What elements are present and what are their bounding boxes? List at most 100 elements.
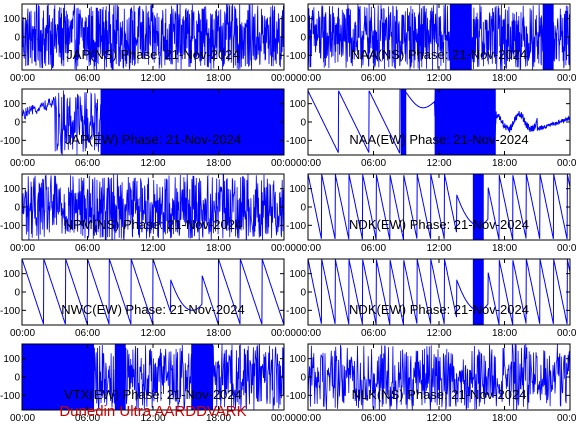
x-tick-label: 12:00 <box>140 243 165 254</box>
y-tick-label: -100 <box>286 221 306 232</box>
y-tick-label: 0 <box>300 288 306 299</box>
panel-title: NDK(EW) Phase: 21-Nov-2024 <box>349 217 529 232</box>
x-tick-label: 06:00 <box>361 413 386 424</box>
phase-trace <box>308 89 570 154</box>
y-tick-label: -100 <box>286 391 306 402</box>
x-tick-label: 00:00 <box>271 413 296 424</box>
chart-panel: 100 0 -100 00:00 06:00 12:00 18:00 00:00 NAA(NS)… <box>286 3 576 84</box>
x-tick-label: 06:00 <box>75 413 100 424</box>
y-tick-label: 100 <box>3 184 20 195</box>
phase-trace <box>308 344 570 410</box>
x-tick-label: 06:00 <box>75 243 100 254</box>
y-tick-label: -100 <box>0 391 20 402</box>
phase-trace <box>308 174 570 240</box>
y-tick-label: -100 <box>0 221 20 232</box>
phase-trace-group <box>308 259 570 325</box>
y-tick-label: 0 <box>300 118 306 129</box>
x-tick-label: 06:00 <box>75 73 100 84</box>
x-tick-label: 00:00 <box>557 158 576 169</box>
y-tick-label: 0 <box>300 33 306 44</box>
x-tick-label: 12:00 <box>140 328 165 339</box>
x-tick-label: 06:00 <box>361 243 386 254</box>
y-tick-label: 0 <box>14 118 20 129</box>
x-tick-label: 00:00 <box>296 73 321 84</box>
x-tick-label: 00:00 <box>271 158 296 169</box>
y-tick-label: -100 <box>286 136 306 147</box>
x-tick-label: 00:00 <box>10 413 35 424</box>
y-tick-label: 0 <box>14 203 20 214</box>
x-tick-label: 12:00 <box>140 158 165 169</box>
chart-panel: 100 0 -100 00:00 06:00 12:00 18:00 00:00 NLK(NS)… <box>286 343 576 424</box>
phase-trace <box>22 4 284 70</box>
x-tick-label: 18:00 <box>492 158 517 169</box>
chart-panel: 100 0 -100 00:00 06:00 12:00 18:00 00:00 NPM(NS)… <box>0 173 296 254</box>
saturated-band <box>472 174 484 240</box>
y-tick-label: -100 <box>0 136 20 147</box>
x-tick-label: 00:00 <box>557 413 576 424</box>
chart-panel: 100 0 -100 00:00 06:00 12:00 18:00 00:00 NAA(EW)… <box>286 88 576 169</box>
chart-panel: 100 0 -100 00:00 06:00 12:00 18:00 00:00 VTX(EW)… <box>0 343 296 424</box>
x-tick-label: 12:00 <box>426 243 451 254</box>
x-tick-label: 00:00 <box>557 328 576 339</box>
chart-panel: 100 0 -100 00:00 06:00 12:00 18:00 00:00 NWC(EW)… <box>0 258 296 339</box>
x-tick-label: 00:00 <box>10 328 35 339</box>
x-tick-label: 18:00 <box>206 328 231 339</box>
x-tick-label: 06:00 <box>361 328 386 339</box>
phase-trace <box>308 259 570 325</box>
phase-trace <box>308 4 570 70</box>
x-tick-label: 06:00 <box>361 158 386 169</box>
x-tick-label: 12:00 <box>426 413 451 424</box>
phase-trace-group <box>308 344 570 410</box>
x-tick-label: 00:00 <box>557 243 576 254</box>
phase-trace-group <box>22 89 284 155</box>
chart-panel: 100 0 -100 00:00 06:00 12:00 18:00 00:00 JAP(NS)… <box>0 3 296 84</box>
x-tick-label: 00:00 <box>296 158 321 169</box>
panel-title: JAP(NS) Phase: 21-Nov-2024 <box>66 47 239 62</box>
x-tick-label: 12:00 <box>426 73 451 84</box>
panel-title: NAA(EW) Phase: 21-Nov-2024 <box>349 132 528 147</box>
y-tick-label: 0 <box>300 373 306 384</box>
x-tick-label: 18:00 <box>492 328 517 339</box>
y-tick-label: 100 <box>289 14 306 25</box>
y-tick-label: -100 <box>0 51 20 62</box>
x-tick-label: 00:00 <box>10 243 35 254</box>
x-tick-label: 00:00 <box>296 328 321 339</box>
y-tick-label: 0 <box>14 373 20 384</box>
panel-title: NWC(EW) Phase: 21-Nov-2024 <box>61 302 245 317</box>
x-tick-label: 18:00 <box>206 73 231 84</box>
y-tick-label: 100 <box>3 269 20 280</box>
y-tick-label: 100 <box>289 99 306 110</box>
x-tick-label: 00:00 <box>557 73 576 84</box>
footer-credit: Dunedin Ultra AARDDVARK <box>59 403 247 420</box>
panel-title: VTX(EW) Phase: 21-Nov-2024 <box>64 387 242 402</box>
panel-title: NLK(NS) Phase: 21-Nov-2024 <box>352 387 527 402</box>
phase-trace <box>22 344 284 410</box>
y-tick-label: 100 <box>289 269 306 280</box>
x-tick-label: 00:00 <box>271 73 296 84</box>
x-tick-label: 12:00 <box>426 328 451 339</box>
chart-panel: 100 0 -100 00:00 06:00 12:00 18:00 00:00 NDK(EW)… <box>286 173 576 254</box>
y-tick-label: -100 <box>0 306 20 317</box>
panel-title: JAP(EW) Phase: 21-Nov-2024 <box>65 132 241 147</box>
phase-trace-group <box>308 174 570 240</box>
x-tick-label: 12:00 <box>140 413 165 424</box>
x-tick-label: 18:00 <box>492 243 517 254</box>
saturated-band <box>400 89 407 155</box>
x-tick-label: 00:00 <box>10 158 35 169</box>
phase-trace-group <box>22 344 284 410</box>
chart-panel: 100 0 -100 00:00 06:00 12:00 18:00 00:00 NDK(EW)… <box>286 258 576 339</box>
y-tick-label: 100 <box>3 14 20 25</box>
phase-trace-group <box>22 174 284 240</box>
y-tick-label: 100 <box>3 99 20 110</box>
phase-trace <box>22 174 284 240</box>
phase-trace <box>22 89 284 155</box>
x-tick-label: 18:00 <box>206 413 231 424</box>
y-tick-label: 100 <box>3 354 20 365</box>
x-tick-label: 18:00 <box>206 158 231 169</box>
x-tick-label: 12:00 <box>140 73 165 84</box>
x-tick-label: 06:00 <box>361 73 386 84</box>
y-tick-label: 100 <box>289 184 306 195</box>
saturated-band <box>472 259 484 325</box>
phase-trace-group <box>22 4 284 70</box>
